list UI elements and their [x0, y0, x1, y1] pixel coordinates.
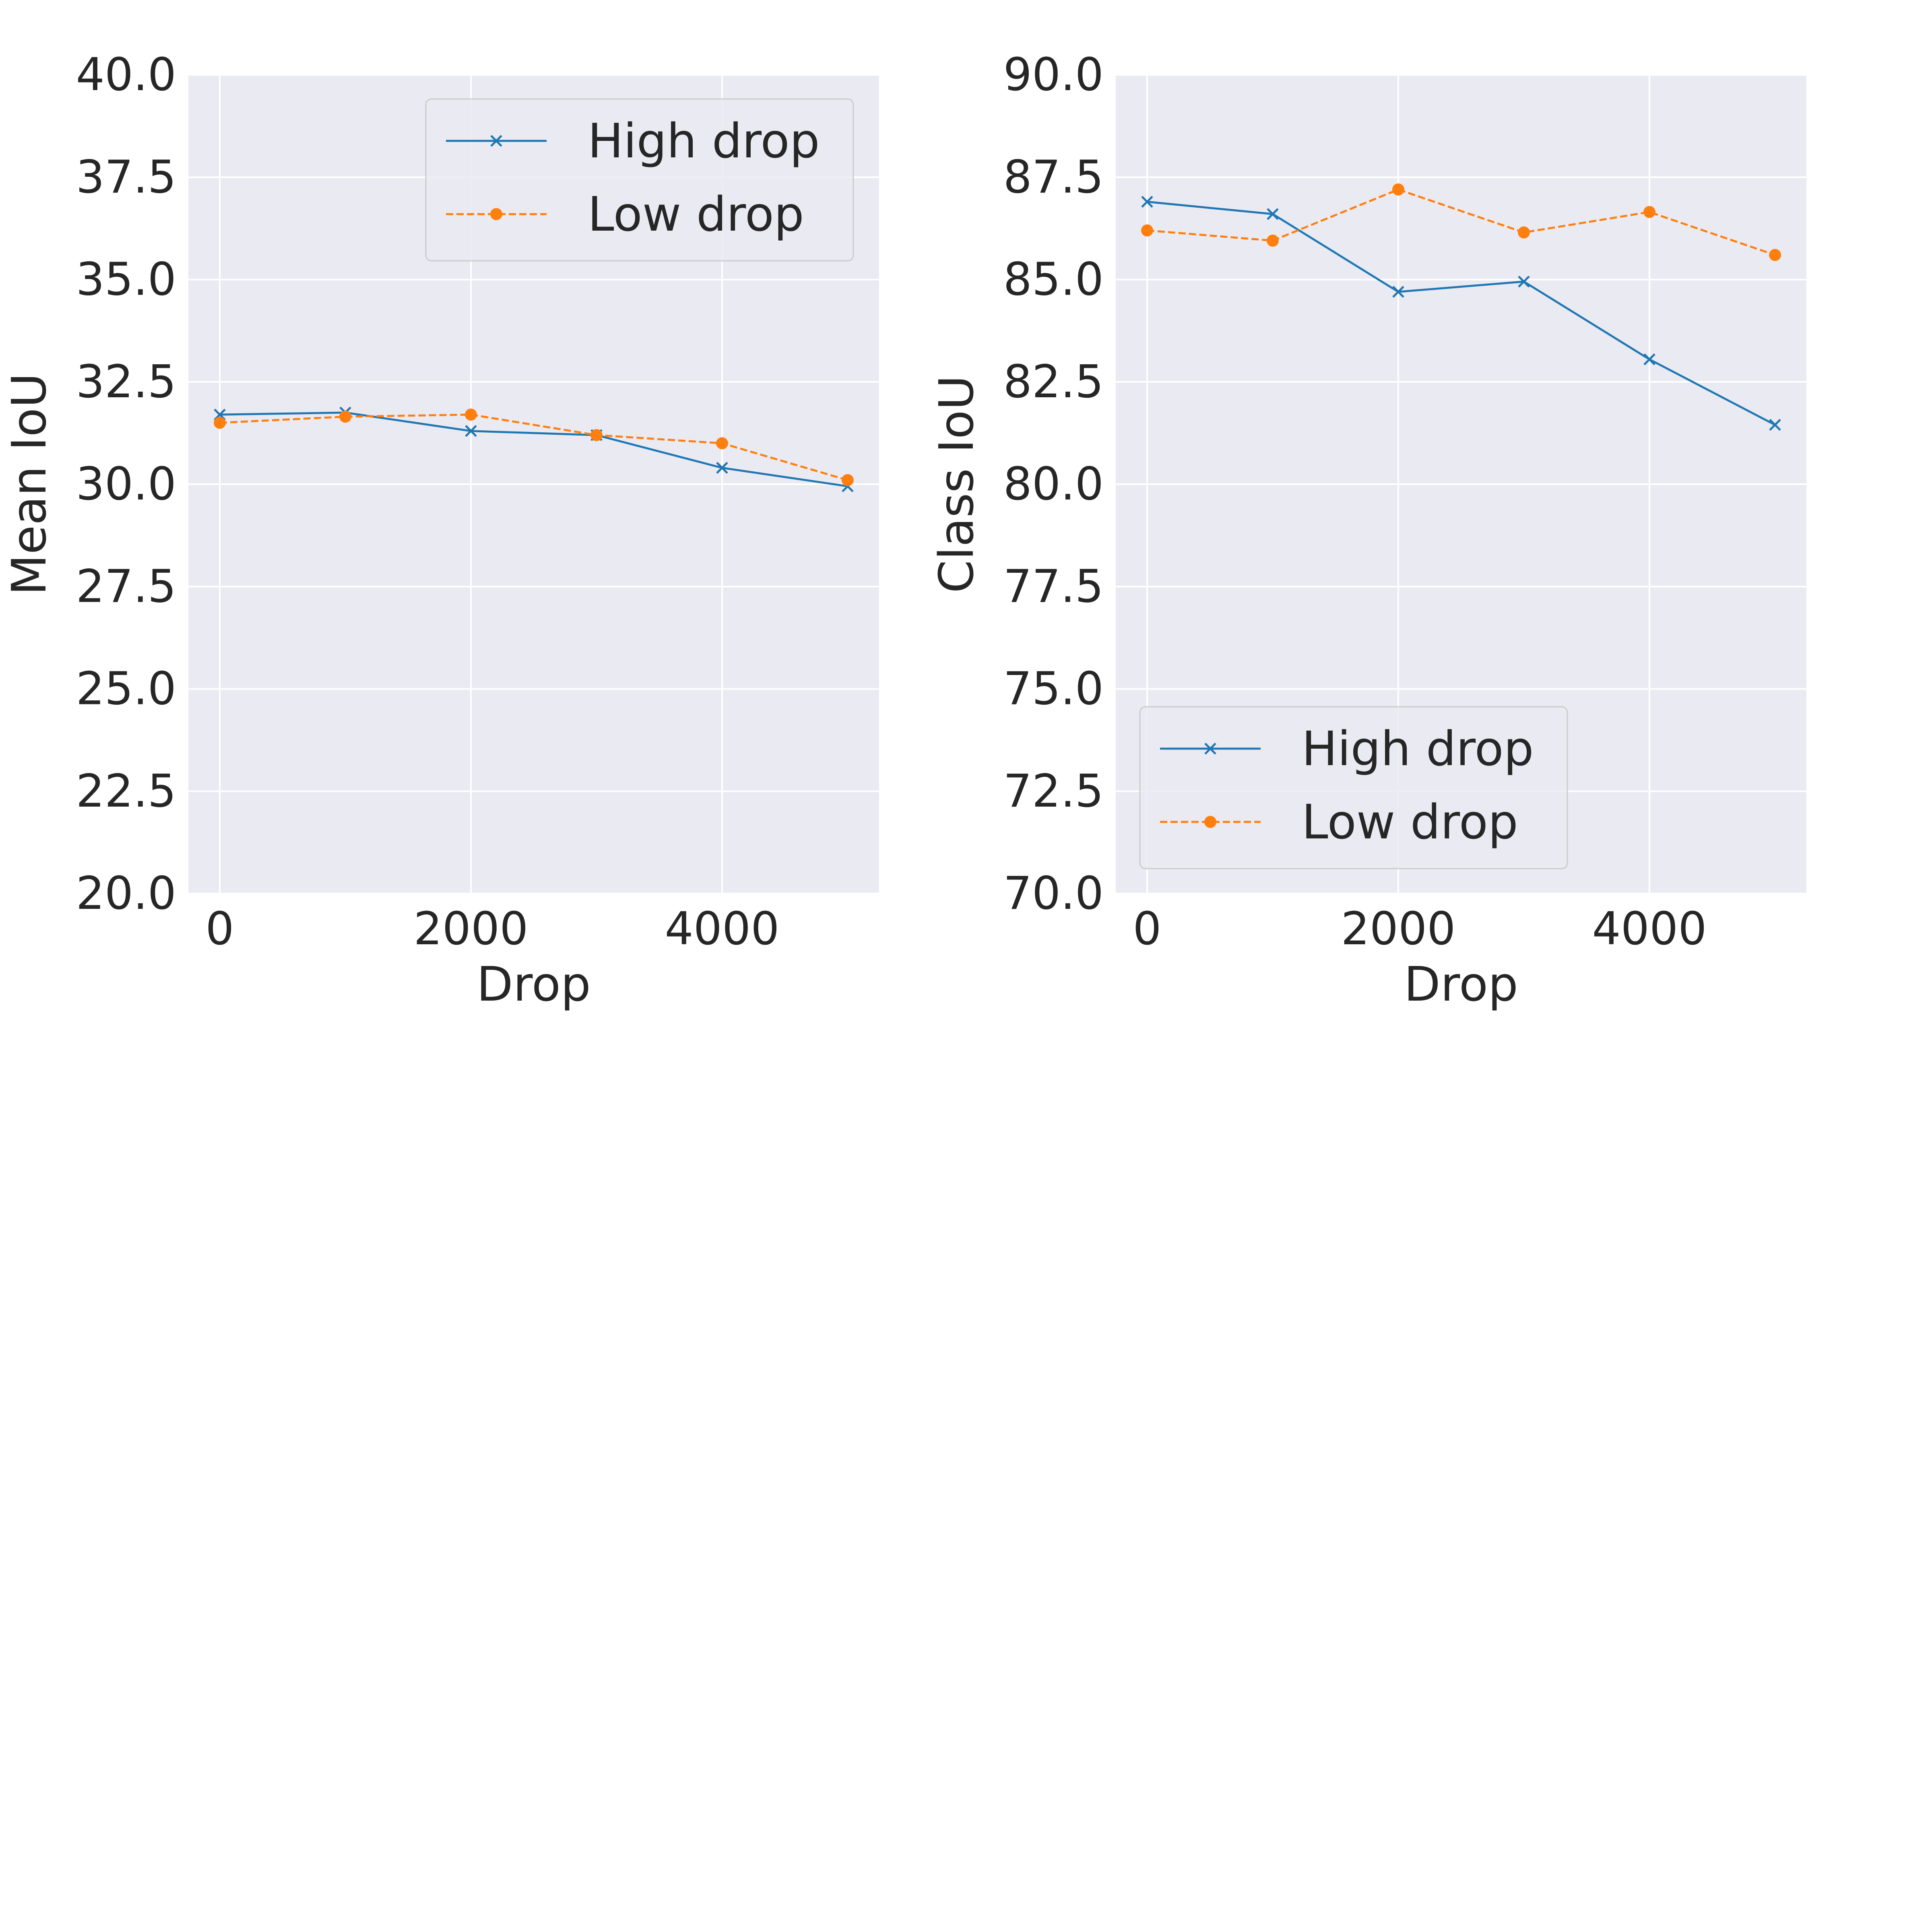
chart-right: 70.0 72.5 75.0 77.5 80.0 82.5 85.0 87.5 90.0 0 200…: [929, 49, 1806, 1012]
y-tick-label: 37.5: [76, 151, 176, 203]
y-tick-label: 35.0: [76, 254, 176, 306]
y-tick-label: 72.5: [1003, 765, 1104, 817]
series-line-high-drop: [219, 411, 848, 487]
legend-marker-high-drop: [1204, 743, 1216, 755]
y-tick-label: 82.5: [1003, 356, 1104, 408]
data-point-low-drop: [339, 411, 351, 423]
data-point-low-drop: [842, 474, 854, 486]
y-tick-label: 80.0: [1003, 458, 1104, 510]
series-low-drop: [1141, 183, 1781, 261]
y-tick-label: 87.5: [1003, 151, 1104, 203]
data-point-low-drop: [1769, 249, 1781, 261]
legend-label-low-drop: Low drop: [1302, 794, 1518, 850]
y-tick-label: 77.5: [1003, 560, 1104, 613]
legend-box: [1139, 706, 1568, 869]
x-tick-label: 0: [205, 903, 234, 955]
y-axis-label: Class IoU: [929, 375, 984, 593]
y-tick-label: 70.0: [1003, 867, 1104, 920]
data-point-low-drop: [465, 409, 477, 421]
data-point-low-drop: [716, 437, 728, 450]
data-point-high-drop: [1267, 208, 1279, 220]
data-point-low-drop: [1518, 226, 1530, 239]
data-point-low-drop: [1267, 234, 1279, 247]
series-low-drop: [214, 409, 854, 486]
series-high-drop: [1141, 196, 1781, 431]
y-tick-label: 32.5: [76, 356, 176, 408]
data-point-high-drop: [1392, 286, 1404, 298]
y-tick-label: 40.0: [76, 49, 176, 101]
data-point-low-drop: [1643, 206, 1655, 218]
x-tick-label: 2000: [1341, 903, 1455, 955]
data-point-high-drop: [716, 462, 728, 474]
y-tick-label: 75.0: [1003, 663, 1104, 715]
data-point-low-drop: [214, 417, 226, 429]
x-tick-label: 4000: [1592, 903, 1707, 955]
data-point-high-drop: [1643, 353, 1655, 365]
series-line-low-drop: [219, 413, 848, 481]
y-tick-label: 30.0: [76, 458, 176, 510]
x-axis-label: Drop: [477, 956, 591, 1012]
chart-left: 20.0 22.5 25.0 27.5 30.0 32.5 35.0 37.5 40.0 0 200…: [1, 49, 879, 1012]
legend-label-high-drop: High drop: [588, 113, 820, 169]
y-axis-label: Mean IoU: [1, 373, 57, 595]
legend: High drop Low drop: [425, 98, 854, 262]
data-point-low-drop: [590, 429, 603, 441]
data-point-low-drop: [1392, 183, 1404, 196]
legend-marker-low-drop: [490, 208, 502, 220]
data-point-high-drop: [1518, 275, 1530, 288]
y-tick-label: 22.5: [76, 765, 176, 817]
x-tick-label: 2000: [413, 903, 528, 955]
y-tick-label: 90.0: [1003, 49, 1104, 101]
series-line-high-drop: [1147, 200, 1776, 426]
legend-marker-low-drop: [1204, 816, 1216, 828]
legend-box: [425, 98, 854, 262]
data-point-low-drop: [1141, 224, 1153, 237]
data-point-high-drop: [1769, 419, 1781, 431]
x-tick-label: 4000: [665, 903, 779, 955]
legend-label-high-drop: High drop: [1302, 721, 1534, 776]
legend-marker-high-drop: [490, 135, 502, 147]
legend-label-low-drop: Low drop: [588, 186, 804, 242]
y-tick-label: 85.0: [1003, 254, 1104, 306]
legend: High drop Low drop: [1139, 706, 1568, 869]
x-tick-label: 0: [1133, 903, 1161, 955]
data-point-high-drop: [465, 425, 477, 437]
series-line-low-drop: [1147, 188, 1775, 256]
y-tick-label: 27.5: [76, 560, 176, 613]
x-axis-label: Drop: [1404, 956, 1518, 1012]
data-point-high-drop: [1141, 196, 1153, 208]
y-tick-label: 25.0: [76, 663, 176, 715]
y-tick-label: 20.0: [76, 867, 176, 920]
